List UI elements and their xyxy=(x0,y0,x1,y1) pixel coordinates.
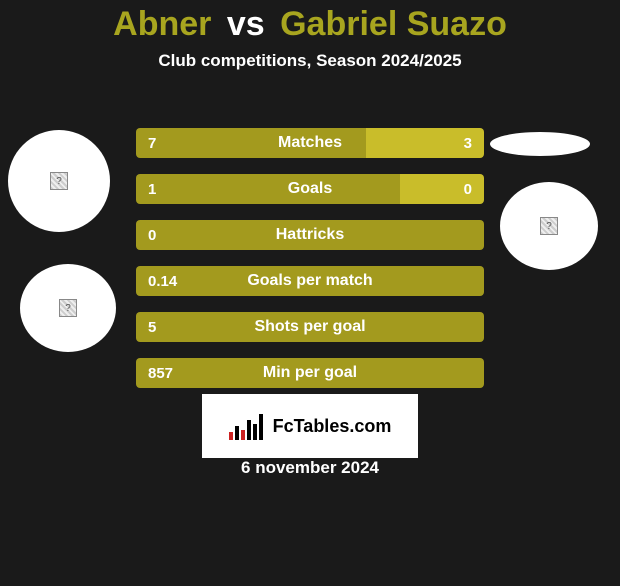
stat-row: 10Goals xyxy=(136,174,484,204)
stat-right-value: 0 xyxy=(464,181,472,198)
player1-photo-small: ? xyxy=(20,264,116,352)
stat-left-value: 0.14 xyxy=(148,273,177,290)
stat-right-seg: 0 xyxy=(400,174,484,204)
subtitle: Club competitions, Season 2024/2025 xyxy=(0,51,620,71)
placeholder-icon: ? xyxy=(50,172,68,190)
fctables-logo: FcTables.com xyxy=(202,394,418,458)
page-title: Abner vs Gabriel Suazo xyxy=(0,6,620,43)
stat-row: 73Matches xyxy=(136,128,484,158)
stat-left-seg: 0.14 xyxy=(136,266,484,296)
player2-photo: ? xyxy=(500,182,598,270)
stat-left-value: 857 xyxy=(148,365,173,382)
logo-text: FcTables.com xyxy=(273,416,392,437)
stat-left-seg: 1 xyxy=(136,174,400,204)
title-player1: Abner xyxy=(113,5,211,43)
title-vs: vs xyxy=(227,5,265,43)
stat-left-seg: 5 xyxy=(136,312,484,342)
stat-left-value: 1 xyxy=(148,181,156,198)
stat-left-seg: 857 xyxy=(136,358,484,388)
decorative-ellipse xyxy=(490,132,590,156)
stat-left-value: 0 xyxy=(148,227,156,244)
stat-left-value: 7 xyxy=(148,135,156,152)
stat-row: 0.14Goals per match xyxy=(136,266,484,296)
placeholder-icon: ? xyxy=(540,217,558,235)
stat-row: 857Min per goal xyxy=(136,358,484,388)
logo-bars-icon xyxy=(229,412,265,440)
stat-right-seg: 3 xyxy=(366,128,484,158)
stat-right-value: 3 xyxy=(464,135,472,152)
stat-left-seg: 7 xyxy=(136,128,366,158)
stat-left-value: 5 xyxy=(148,319,156,336)
stats-bars: 73Matches10Goals0Hattricks0.14Goals per … xyxy=(136,128,484,404)
stat-left-seg: 0 xyxy=(136,220,484,250)
title-player2: Gabriel Suazo xyxy=(280,5,507,43)
date-text: 6 november 2024 xyxy=(0,458,620,478)
stat-row: 5Shots per goal xyxy=(136,312,484,342)
stat-row: 0Hattricks xyxy=(136,220,484,250)
placeholder-icon: ? xyxy=(59,299,77,317)
player1-photo-large: ? xyxy=(8,130,110,232)
